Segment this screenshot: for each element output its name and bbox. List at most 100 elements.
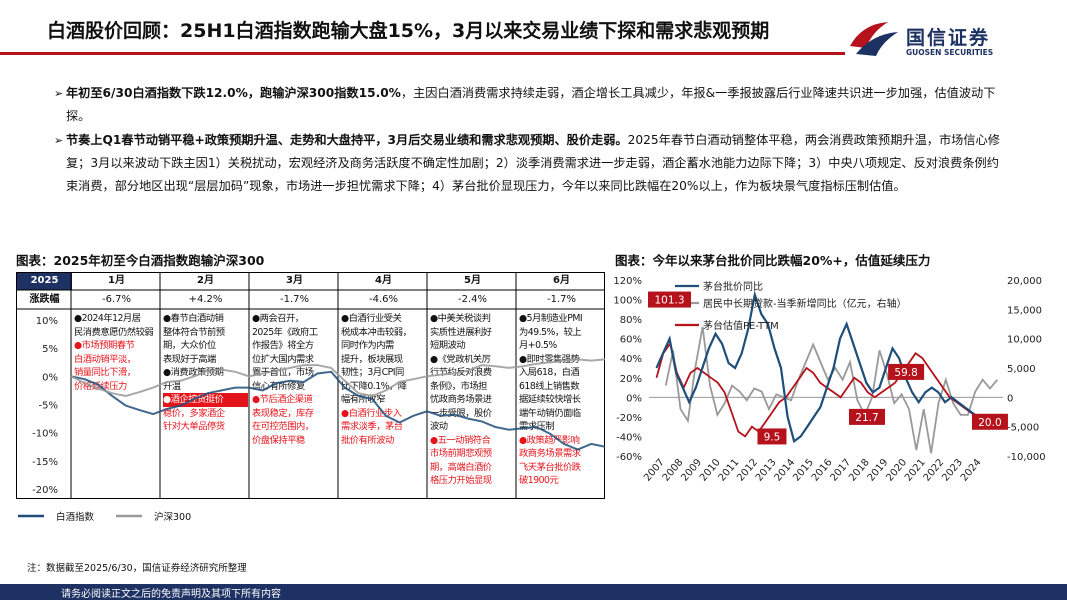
note-line: 比下降0.1%，降 bbox=[341, 380, 407, 392]
note-line: 入局618，白酒 bbox=[519, 367, 580, 378]
y-tick-label: -10% bbox=[32, 429, 58, 440]
left-axis-tick: 0% bbox=[626, 393, 642, 404]
y-tick-label: 10% bbox=[36, 316, 58, 327]
left-axis-tick: 80% bbox=[620, 315, 642, 326]
annotation-badge bbox=[647, 291, 691, 308]
legend-label: 居民中长期贷款-当季新增同比（亿元，右轴） bbox=[703, 297, 907, 310]
right-axis-tick: -10,000 bbox=[1007, 452, 1046, 463]
annotation-label: 59.8 bbox=[894, 367, 917, 379]
arrow-bullet-icon: ➢ bbox=[54, 134, 64, 147]
note-line: 破1900元 bbox=[519, 475, 559, 486]
note-line: ●白酒行业步入 bbox=[341, 407, 402, 419]
note-line: 位扩大国内需求 bbox=[252, 353, 314, 365]
note-line: 2025年《政府工 bbox=[252, 326, 318, 338]
note-line: 韧性；3月CPI同 bbox=[341, 367, 404, 378]
note-line: 表现好于高端 bbox=[163, 353, 216, 365]
note-line: 条例》，市场担 bbox=[430, 380, 487, 392]
annotation-label: 101.3 bbox=[654, 295, 684, 307]
note-line: ●白酒行业受关 bbox=[341, 313, 402, 324]
bullet-2: ➢ 节奏上Q1春节动销平稳+政策预期升温、走势和大盘持平，3月后交易业绩和需求悲观… bbox=[54, 129, 1006, 198]
month-header: 1月 bbox=[108, 275, 125, 286]
note-line: 一步受限，股价 bbox=[430, 407, 492, 419]
note-line: 升温 bbox=[163, 380, 181, 392]
footer-disclaimer: 请务必阅读正文之后的免责声明及其项下所有内容 bbox=[61, 589, 281, 600]
left-axis-tick: 40% bbox=[620, 354, 642, 365]
note-line: 价盘保持平稳 bbox=[252, 434, 305, 446]
note-line: ●两会召开， bbox=[252, 313, 304, 324]
month-change: -4.6% bbox=[368, 294, 398, 305]
left-axis-tick: 100% bbox=[613, 296, 642, 307]
left-axis-tick: 120% bbox=[613, 276, 642, 287]
page-title: 白酒股价回顾：25H1白酒指数跑输大盘15%，3月以来交易业绩下探和需求悲观预期 bbox=[47, 20, 770, 42]
note-line: 稳价，多家酒企 bbox=[163, 407, 225, 419]
right-axis-tick: 15,000 bbox=[1007, 305, 1042, 316]
note-line: ●即时零售强势 bbox=[519, 353, 580, 365]
month-header: 2月 bbox=[197, 275, 214, 286]
year-header: 2025 bbox=[17, 273, 72, 290]
annotation-label: 21.7 bbox=[855, 412, 878, 424]
bullet-2-bold: 节奏上Q1春节动销平稳+政策预期升温、走势和大盘持平，3月后交易业绩和需求悲观预… bbox=[66, 133, 628, 147]
y-tick-label: -5% bbox=[39, 401, 58, 412]
note-line: 置于首位，市场 bbox=[252, 367, 314, 378]
note-line: 格压力开始显现 bbox=[430, 475, 492, 486]
note-line: 作报告》将全方 bbox=[252, 340, 314, 351]
note-line: 期，大众价位 bbox=[163, 340, 216, 351]
note-line: 实质性进展利好 bbox=[430, 326, 492, 338]
note-line: 提升，板块展现 bbox=[341, 353, 403, 365]
right-axis-tick: 0 bbox=[1007, 393, 1013, 404]
note-line: 月+0.5% bbox=[519, 340, 557, 351]
annotation-label: 20.0 bbox=[978, 417, 1001, 429]
series-line-price-yoy bbox=[655, 290, 999, 444]
month-header: 4月 bbox=[375, 275, 392, 286]
note-line: 在可控范围内， bbox=[252, 421, 314, 432]
note-line: 市场前期悲观预 bbox=[430, 448, 492, 459]
note-line: 618线上销售数 bbox=[519, 380, 580, 392]
left-axis-tick: 20% bbox=[620, 374, 642, 385]
bullet-1-bold: 年初至6/30白酒指数下跌12.0%，跑输沪深300指数15.0% bbox=[66, 86, 401, 100]
annotation-badge bbox=[848, 408, 885, 425]
left-axis-tick: -60% bbox=[616, 452, 642, 463]
note-line: 针对大单品停货 bbox=[163, 421, 225, 432]
annotation-badge bbox=[971, 413, 1008, 430]
note-line: 波动 bbox=[430, 421, 448, 432]
month-change: -1.7% bbox=[546, 294, 576, 305]
logo-text-en: GUOSEN SECURITIES bbox=[906, 48, 994, 57]
legend-label-hs300: 沪深300 bbox=[154, 512, 192, 523]
note-line: 据延续较快增长 bbox=[519, 394, 581, 405]
note-line: 信心有所修复 bbox=[252, 380, 305, 392]
right-axis-tick: -5,000 bbox=[1007, 423, 1039, 434]
legend-label: 茅台批价同比 bbox=[703, 280, 763, 293]
annotation-badge bbox=[888, 363, 925, 380]
legend-label: 茅台估值PE-TTM bbox=[703, 319, 779, 332]
month-notes-apr: ●白酒行业受关 税成本冲击较弱， 同时作为内需 提升，板块展现 韧性；3月CPI同 比下降… bbox=[339, 311, 428, 500]
index-line-chart: 10% 5% 0% -5% -10% -15% -20% bbox=[16, 272, 605, 499]
right-chart-title: 图表：今年以来茅台批价同比跌幅20%+，估值延续压力 bbox=[615, 253, 931, 268]
month-change: +4.2% bbox=[188, 294, 223, 305]
title-rule bbox=[0, 52, 845, 55]
month-header: 6月 bbox=[553, 275, 570, 286]
note-line: 整体符合节前预 bbox=[163, 326, 225, 338]
note-line: 为49.5%，较上 bbox=[519, 326, 582, 338]
moutai-price-chart: 120% 100% 80% 60% 40% 20% 0% -20% -40% -60% 20,000… bbox=[613, 276, 1046, 484]
note-line: 批价有所波动 bbox=[341, 434, 394, 446]
month-header: 5月 bbox=[464, 275, 481, 286]
note-line: 政商务场景需求 bbox=[519, 448, 581, 459]
note-line: ●市场预期春节 bbox=[74, 340, 135, 351]
note-line: 白酒动销平淡， bbox=[74, 353, 136, 365]
right-axis-tick: 10,000 bbox=[1007, 335, 1042, 346]
note-line: ●中美关税谈判 bbox=[430, 313, 491, 324]
logo-mark-icon bbox=[850, 22, 898, 56]
month-notes-mar: ●两会召开， 2025年《政府工 作报告》将全方 位扩大国内需求 置于首位，市场 信心有所… bbox=[250, 311, 339, 500]
month-change: -2.4% bbox=[457, 294, 487, 305]
y-tick-label: 5% bbox=[42, 344, 58, 355]
note-line: 飞天茅台批价跌 bbox=[519, 461, 581, 473]
left-axis-tick: -20% bbox=[616, 413, 642, 424]
month-change: -1.7% bbox=[279, 294, 309, 305]
left-chart-title: 图表：2025年初至今白酒指数跑输沪深300 bbox=[16, 253, 265, 268]
note-line: ●5月制造业PMI bbox=[519, 313, 583, 324]
note-line: 幅有所收窄 bbox=[341, 394, 386, 405]
legend-label-baijiu: 白酒指数 bbox=[56, 512, 95, 523]
left-axis-tick: 60% bbox=[620, 335, 642, 346]
right-axis-tick: 20,000 bbox=[1007, 276, 1042, 287]
note-line: ●政策趋严影响 bbox=[519, 434, 580, 446]
